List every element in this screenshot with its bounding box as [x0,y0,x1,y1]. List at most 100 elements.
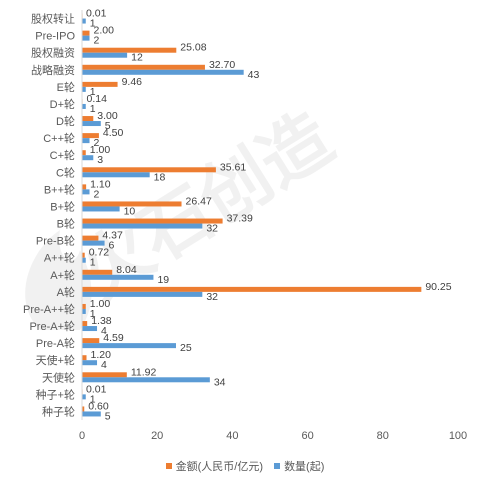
legend-label-amount: 金额(人民币/亿元) [175,461,263,473]
bar-amount [82,235,99,241]
bar-count [82,18,86,24]
category-label: Pre-B轮 [36,234,75,248]
bar-count [82,240,105,246]
bar-count [82,86,86,92]
amount-label: 11.92 [131,366,157,378]
category-label: D+轮 [50,97,75,111]
legend: 金额(人民币/亿元) 数量(起) [0,458,490,474]
count-label: 1 [90,86,96,98]
category-label: E轮 [57,80,75,94]
x-axis-ticks: 0 20 40 60 80 100 [79,430,467,442]
amount-label: 8.04 [116,264,137,276]
bar-count [82,343,176,349]
category-label: 天使轮 [42,370,75,384]
bar-amount [82,30,90,36]
bar-amount [82,218,223,224]
amount-label: 0.14 [87,93,108,105]
bar-count [82,411,101,417]
bar-amount [82,303,86,309]
bar-count [82,189,90,195]
bar-amount [82,184,87,190]
count-label: 6 [109,240,115,252]
amount-label: 35.61 [220,161,246,173]
category-label: 股权转让 [31,12,75,26]
x-tick-label: 40 [226,430,238,442]
count-label: 12 [131,52,143,64]
bar-count [82,69,244,75]
bar-count [82,35,90,41]
count-label: 18 [154,171,166,183]
count-label: 32 [206,291,218,303]
bar-amount [82,47,177,53]
category-label: Pre-IPO [35,31,75,43]
amount-label: 0.01 [86,8,107,20]
amount-label: 1.20 [91,349,112,361]
flame-logo [25,230,92,330]
amount-label: 3.00 [97,110,118,122]
bars-layer [82,13,422,417]
bar-amount [82,133,99,139]
bar-amount [82,81,118,87]
bar-amount [82,338,100,344]
category-label: B轮 [57,217,75,231]
count-label: 2 [94,188,100,200]
x-tick-label: 60 [301,430,313,442]
legend-label-count: 数量(起) [284,461,325,473]
count-label: 1 [90,393,96,405]
bar-amount [82,269,113,275]
category-label: B+轮 [50,199,75,213]
category-label: 股权融资 [31,47,75,60]
legend-swatch-count [274,463,281,469]
amount-label: 1.38 [91,315,112,327]
bar-count [82,394,86,400]
bar-count [82,308,86,314]
category-label: A+轮 [50,268,75,282]
amount-label: 25.08 [180,42,206,54]
category-label: D轮 [56,114,75,128]
count-label: 19 [157,274,169,286]
bar-count [82,291,203,297]
bar-count [82,103,86,109]
amount-label: 0.72 [89,247,110,259]
category-label: 种子+轮 [36,387,75,401]
bar-count [82,121,101,127]
bar-amount [82,406,85,412]
bar-amount [82,64,205,70]
count-label: 1 [90,308,96,320]
amount-label: 90.25 [425,281,451,293]
bar-amount [82,167,216,173]
count-label: 4 [101,325,107,337]
bar-count [82,377,210,383]
bar-count [82,206,120,212]
category-label: C++轮 [43,131,75,145]
legend-item-amount: 金额(人民币/亿元) [165,458,263,474]
category-label: 天使+轮 [36,353,75,367]
category-label: C轮 [56,165,75,179]
amount-label: 1.00 [90,298,111,310]
count-label: 4 [101,359,107,371]
bar-amount [82,116,94,122]
category-label: B++轮 [44,182,75,196]
amount-label: 1.10 [90,178,111,190]
category-label: 战略融资 [31,63,75,77]
legend-item-count: 数量(起) [274,458,324,474]
count-label: 32 [206,223,218,235]
bar-amount [82,252,85,258]
bar-amount [82,355,87,361]
amount-label: 32.70 [209,59,235,71]
category-label: Pre-A++轮 [23,302,75,316]
x-tick-label: 20 [151,430,163,442]
amount-label: 1.00 [90,144,111,156]
amount-label: 26.47 [186,195,212,207]
count-label: 34 [214,376,226,388]
bar-amount [82,286,422,292]
category-label: Pre-A+轮 [29,319,75,333]
bar-amount [82,321,88,327]
count-label: 10 [124,205,136,217]
x-tick-label: 100 [449,430,467,442]
bar-amount [82,201,182,207]
category-label: A++轮 [44,251,75,265]
